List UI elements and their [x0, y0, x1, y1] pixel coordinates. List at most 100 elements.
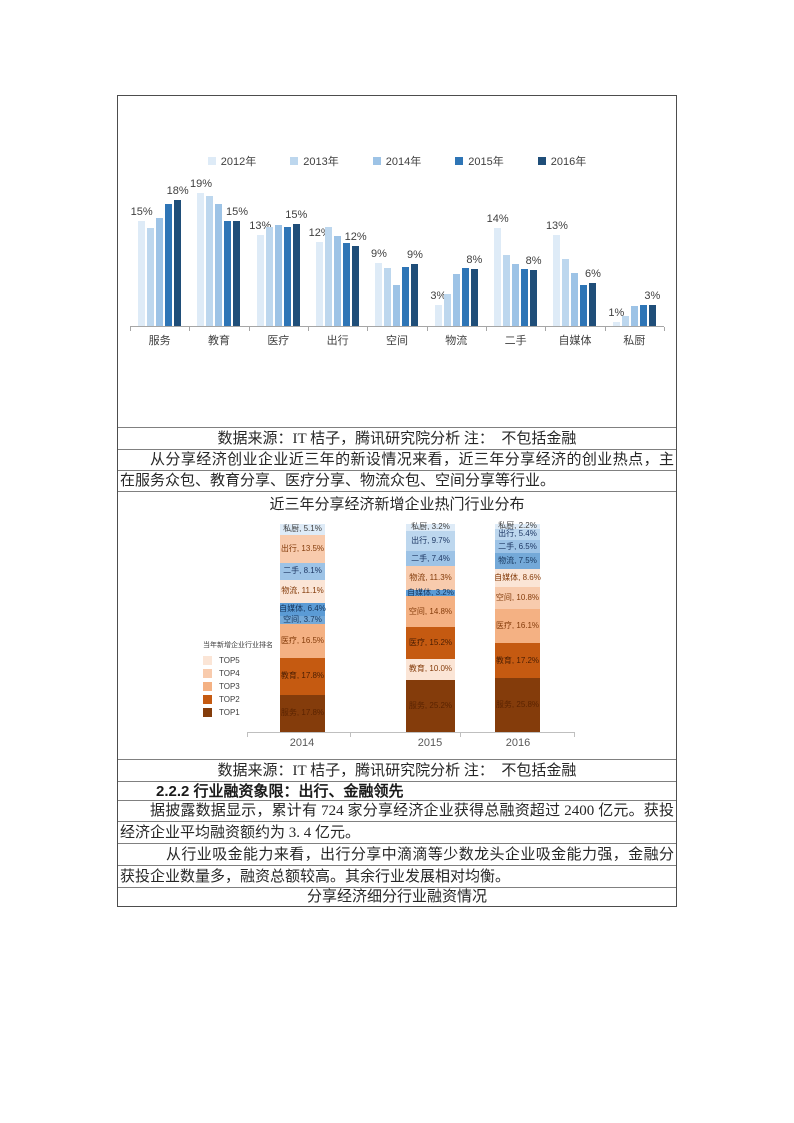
bar — [621, 316, 629, 326]
stack-segment: 物流, 11.1% — [280, 579, 325, 603]
legend-swatch-icon — [203, 656, 212, 665]
legend-item: 2015年 — [455, 153, 504, 169]
bar: 3% — [644, 290, 660, 326]
legend-label: TOP2 — [219, 695, 240, 704]
stack-segment: 空间, 14.8% — [406, 596, 455, 628]
legend-label: TOP5 — [219, 656, 240, 665]
legend-item: 2016年 — [537, 153, 586, 169]
stack-segment: 私厨, 2.2% — [495, 522, 540, 529]
stack-segment: 二手, 7.4% — [406, 550, 455, 567]
legend-swatch-icon — [372, 156, 381, 165]
stack-segment: 二手, 8.1% — [280, 562, 325, 580]
stack-segment: 出行, 9.7% — [406, 530, 455, 551]
chart-plot-area: 15% 18% 19% 15% 13% 15% 12% 12% 9% 9% 3% 8% 14% 8% 13%… — [130, 177, 666, 331]
bar: 13% — [249, 220, 271, 326]
category-label: 服务 — [148, 335, 171, 347]
bar — [503, 255, 511, 326]
stack-segment: 自媒体, 6.4% — [279, 602, 326, 616]
legend-swatch-icon — [203, 682, 212, 691]
legend-item: 2014年 — [372, 153, 422, 169]
category-label: 物流 — [445, 335, 468, 347]
paragraph-line: 据披露数据显示，累计有 724 家分享经济企业获得总融资超过 2400 亿元。获… — [118, 800, 676, 821]
bar — [325, 226, 333, 326]
legend-item: TOP5 — [203, 656, 273, 665]
paragraph-line: 从行业吸金能力来看，出行分享中滴滴等少数龙头企业吸金能力强，金融分享由于 — [118, 843, 676, 865]
legend-item: TOP4 — [203, 669, 273, 678]
chart-legend: 2012年 2013年 2014年 2015年 2016年 — [118, 153, 676, 169]
bar-value-label: 15% — [130, 206, 153, 218]
category-label: 二手 — [504, 335, 527, 347]
bar: 12% — [345, 231, 367, 326]
legend-label: TOP1 — [219, 708, 240, 717]
legend-swatch-icon — [203, 695, 212, 704]
stack-segment: 物流, 7.5% — [495, 553, 540, 569]
data-source-note-2: 数据来源：IT 桔子，腾讯研究院分析 注： 不包括金融 — [118, 759, 676, 781]
bar-value-label: 15% — [285, 208, 308, 221]
bar: 6% — [585, 268, 601, 326]
stacked-bar-chart: 近三年分享经济新增企业热门行业分布 当年新增企业行业排名 TOP5 TOP4 TOP… — [118, 491, 676, 759]
chart-legend: 当年新增企业行业排名 TOP5 TOP4 TOP3 TOP2 TOP1 — [203, 640, 273, 721]
bar: 15% — [131, 206, 153, 326]
stack-segment: 空间, 10.8% — [495, 586, 540, 610]
bar-group: 14% 8% — [486, 177, 547, 331]
bar: 18% — [167, 185, 189, 326]
bar-value-label: 8% — [466, 253, 483, 266]
bar-group: 3% 8% — [427, 177, 488, 331]
bar-value-label: 8% — [525, 255, 542, 267]
stack-segment: 自媒体, 8.6% — [494, 568, 541, 587]
bar — [402, 266, 410, 326]
stack-segment: 教育, 17.2% — [495, 642, 540, 679]
bar — [156, 217, 164, 326]
x-axis-year-label: 2015 — [417, 737, 443, 749]
bar — [265, 226, 273, 326]
bar: 15% — [226, 206, 248, 326]
stack-segment: 服务, 17.8% — [280, 694, 325, 732]
category-label: 医疗 — [267, 335, 290, 347]
bar-group: 13% 6% — [545, 177, 606, 331]
bar — [452, 274, 460, 326]
stack-segment: 医疗, 15.2% — [406, 627, 455, 659]
bar — [571, 272, 579, 326]
bar — [224, 221, 232, 326]
bar — [334, 236, 342, 326]
legend-swatch-icon — [290, 156, 299, 165]
legend-label: 2015年 — [468, 155, 504, 168]
bar-value-label: 18% — [166, 185, 189, 197]
document-table: 2012年 2013年 2014年 2015年 2016年 15% 18% 19% 15% 13… — [117, 95, 677, 907]
category-label: 出行 — [326, 335, 349, 347]
stack-segment: 出行, 13.5% — [280, 534, 325, 563]
stack-segment: 服务, 25.2% — [406, 679, 455, 732]
legend-swatch-icon — [207, 156, 216, 165]
legend-label: 2013年 — [303, 155, 339, 168]
category-label: 空间 — [385, 335, 408, 347]
stacked-column: 私厨, 3.2% 出行, 9.7% 二手, 7.4% 物流, 11.3% 自媒体, 3.… — [406, 523, 455, 732]
stacked-column: 私厨, 2.2% 出行, 5.4% 二手, 6.5% 物流, 7.5% 自媒体, 8.6… — [494, 522, 541, 733]
paragraph-line: 在服务众包、教育分享、医疗分享、物流众包、空间分享等行业。 — [118, 470, 676, 491]
stack-segment: 医疗, 16.1% — [495, 609, 540, 643]
bar: 9% — [371, 248, 387, 326]
bar — [580, 284, 588, 326]
axis-tick — [350, 733, 351, 737]
bar-value-label: 3% — [430, 290, 447, 302]
stack-segment: 医疗, 16.5% — [280, 623, 325, 658]
stack-segment: 出行, 5.4% — [495, 528, 540, 540]
bar-value-label: 14% — [486, 213, 509, 225]
chart-title: 近三年分享经济新增企业热门行业分布 — [269, 497, 525, 513]
bar: 15% — [285, 209, 307, 326]
x-axis-year-label: 2014 — [289, 737, 315, 749]
legend-swatch-icon — [203, 708, 212, 717]
bar: 12% — [309, 227, 331, 326]
legend-label: 2014年 — [385, 155, 422, 168]
bar: 14% — [487, 213, 509, 326]
stack-segment: 自媒体, 3.2% — [406, 588, 455, 598]
bar — [630, 305, 638, 326]
paragraph-line: 从分享经济创业企业近三年的新设情况来看，近三年分享经济的创业热点，主要集中 — [118, 449, 676, 470]
bar — [384, 267, 392, 326]
bar: 1% — [608, 307, 624, 326]
stack-segment: 服务, 25.8% — [495, 678, 540, 733]
bar-group: 12% 12% — [308, 177, 369, 331]
stack-segment: 私厨, 3.2% — [406, 523, 455, 531]
legend-swatch-icon — [537, 156, 546, 165]
bar-value-label: 12% — [344, 231, 367, 244]
legend-swatch-icon — [455, 156, 464, 165]
